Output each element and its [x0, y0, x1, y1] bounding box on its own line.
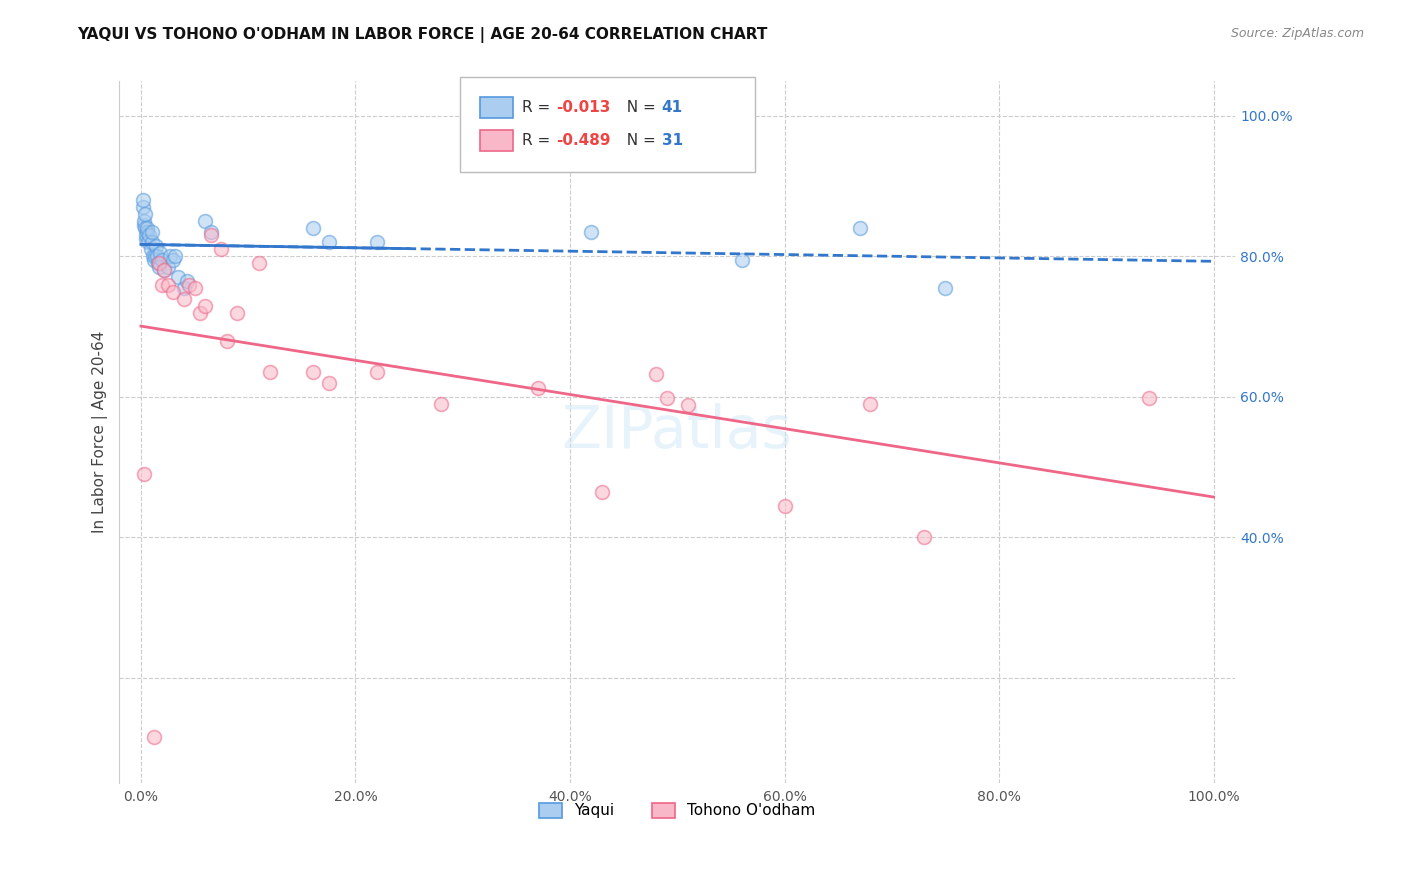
- Point: [644, 368, 666, 382]
- Point: [176, 274, 198, 288]
- Point: [366, 365, 388, 379]
- Point: [1137, 391, 1160, 405]
- Point: [150, 277, 173, 292]
- Point: [150, 252, 173, 267]
- Point: [215, 334, 238, 348]
- Point: [301, 221, 323, 235]
- Point: [132, 193, 155, 207]
- Point: [848, 221, 870, 235]
- Text: -0.013: -0.013: [555, 100, 610, 115]
- Point: [143, 249, 166, 263]
- Point: [142, 731, 165, 745]
- Point: [200, 225, 222, 239]
- Point: [301, 365, 323, 379]
- Point: [226, 305, 249, 319]
- Point: [581, 225, 603, 239]
- FancyBboxPatch shape: [479, 97, 513, 118]
- Point: [430, 397, 453, 411]
- Text: 41: 41: [662, 100, 683, 115]
- Point: [145, 239, 167, 253]
- Point: [655, 391, 678, 405]
- Point: [318, 376, 340, 390]
- Point: [139, 243, 162, 257]
- Point: [183, 281, 205, 295]
- Point: [141, 235, 163, 250]
- Point: [165, 249, 187, 263]
- Point: [194, 214, 217, 228]
- Point: [162, 285, 184, 299]
- Point: [179, 277, 201, 292]
- Text: 31: 31: [662, 133, 683, 148]
- Point: [156, 277, 179, 292]
- Point: [859, 397, 882, 411]
- Point: [132, 467, 155, 481]
- Point: [162, 252, 184, 267]
- Point: [136, 225, 159, 239]
- Point: [146, 249, 169, 263]
- FancyBboxPatch shape: [460, 78, 755, 172]
- Point: [156, 260, 179, 274]
- Point: [132, 214, 155, 228]
- Point: [134, 207, 156, 221]
- Point: [135, 228, 157, 243]
- Point: [141, 225, 163, 239]
- Point: [259, 365, 281, 379]
- Text: N =: N =: [617, 133, 661, 148]
- Point: [135, 232, 157, 246]
- Point: [730, 252, 752, 267]
- Text: ZIPatlas: ZIPatlas: [562, 403, 793, 460]
- Point: [132, 218, 155, 232]
- Point: [148, 260, 170, 274]
- Point: [142, 249, 165, 263]
- Point: [138, 235, 160, 250]
- Point: [209, 243, 232, 257]
- Point: [247, 256, 270, 270]
- Point: [676, 398, 699, 412]
- Point: [167, 270, 190, 285]
- Point: [153, 263, 176, 277]
- Point: [142, 252, 165, 267]
- Point: [159, 249, 181, 263]
- Point: [134, 221, 156, 235]
- Text: Source: ZipAtlas.com: Source: ZipAtlas.com: [1230, 27, 1364, 40]
- Point: [188, 305, 211, 319]
- Point: [527, 381, 550, 395]
- Text: N =: N =: [617, 100, 661, 115]
- Point: [366, 235, 388, 250]
- Point: [912, 530, 935, 544]
- Text: R =: R =: [522, 100, 555, 115]
- Point: [148, 256, 170, 270]
- Text: -0.489: -0.489: [555, 133, 610, 148]
- Point: [318, 235, 340, 250]
- Point: [934, 281, 956, 295]
- Point: [173, 292, 195, 306]
- Point: [146, 256, 169, 270]
- Point: [132, 200, 155, 214]
- Text: YAQUI VS TOHONO O'ODHAM IN LABOR FORCE | AGE 20-64 CORRELATION CHART: YAQUI VS TOHONO O'ODHAM IN LABOR FORCE |…: [77, 27, 768, 43]
- Point: [591, 484, 613, 499]
- Point: [173, 281, 195, 295]
- Y-axis label: In Labor Force | Age 20-64: In Labor Force | Age 20-64: [93, 331, 108, 533]
- Legend: Yaqui, Tohono O'odham: Yaqui, Tohono O'odham: [533, 797, 821, 824]
- Point: [773, 499, 796, 513]
- Point: [149, 246, 172, 260]
- Text: R =: R =: [522, 133, 555, 148]
- Point: [138, 228, 160, 243]
- Point: [153, 263, 176, 277]
- FancyBboxPatch shape: [479, 130, 513, 151]
- Point: [194, 299, 217, 313]
- Point: [200, 228, 222, 243]
- Point: [136, 221, 159, 235]
